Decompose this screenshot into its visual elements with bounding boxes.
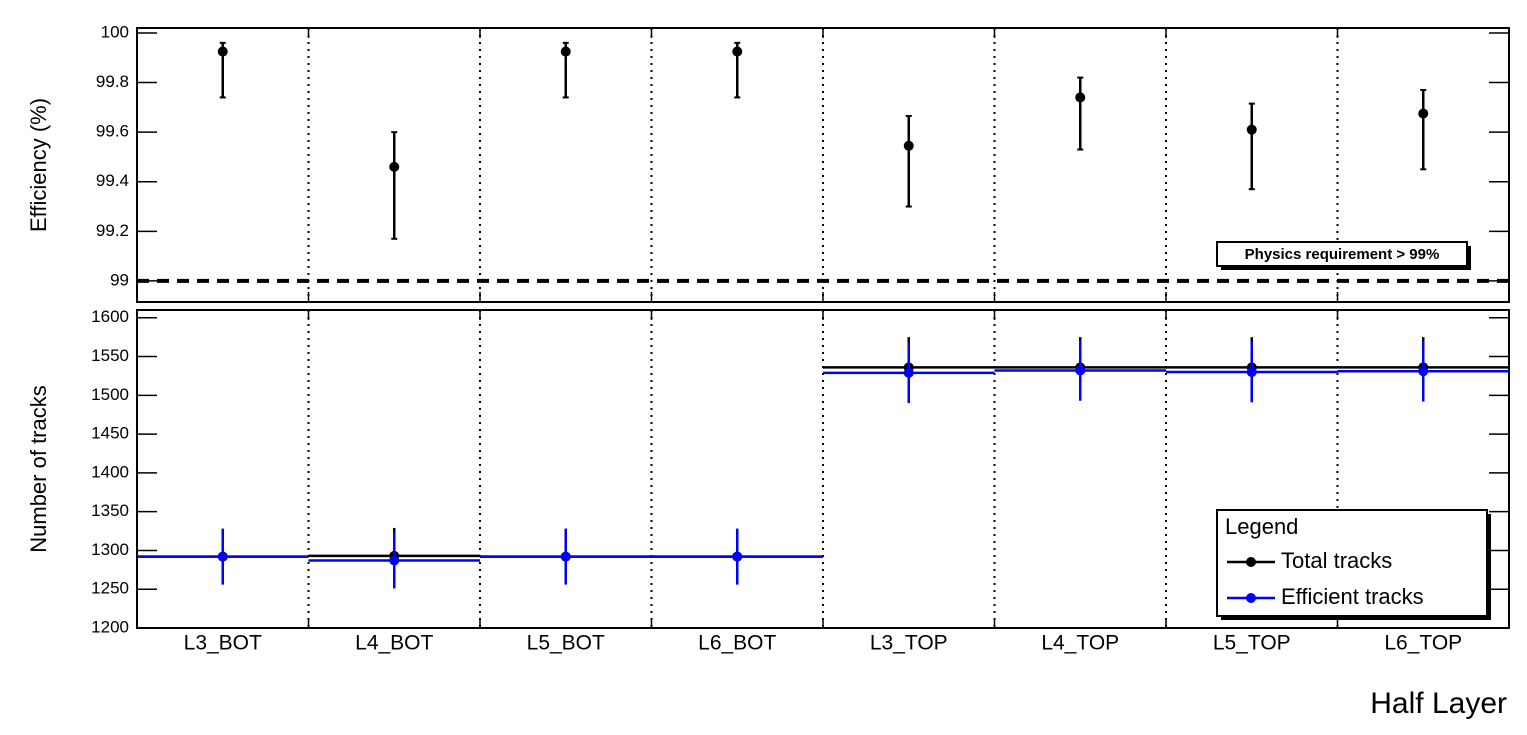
y-tick-label: 99.2 (96, 221, 129, 240)
x-tick-label: L6_TOP (1384, 632, 1462, 655)
x-tick-label: L4_TOP (1041, 632, 1119, 655)
data-point (1246, 367, 1257, 378)
data-point (1075, 365, 1086, 376)
data-point (1418, 108, 1429, 119)
legend-label: Total tracks (1281, 548, 1392, 573)
x-tick-label: L5_TOP (1213, 632, 1291, 655)
data-point (903, 140, 914, 151)
y-tick-label: 1550 (91, 346, 129, 365)
x-axis-label: Half Layer (1370, 687, 1507, 720)
annotation-box (1216, 241, 1468, 267)
y-tick-label: 1200 (91, 617, 129, 636)
y-axis-label: Number of tracks (26, 385, 51, 553)
annotation: Physics requirement > 99% (1245, 246, 1440, 263)
y-tick-label: 1250 (91, 579, 129, 598)
y-tick-label: 1350 (91, 501, 129, 520)
y-axis-label: Efficiency (%) (26, 98, 51, 232)
data-point (560, 551, 571, 562)
y-tick-label: 1300 (91, 540, 129, 559)
y-tick-label: 99 (110, 270, 129, 289)
x-tick-label: L3_BOT (184, 632, 262, 655)
data-point (389, 555, 400, 566)
data-point (903, 367, 914, 378)
y-tick-label: 1450 (91, 424, 129, 443)
x-tick-label: L3_TOP (870, 632, 948, 655)
x-tick-label: L5_BOT (527, 632, 605, 655)
data-point (389, 161, 400, 172)
x-tick-label: L4_BOT (355, 632, 433, 655)
y-tick-label: 1500 (91, 385, 129, 404)
data-point (1075, 92, 1086, 103)
y-tick-label: 100 (101, 22, 129, 41)
data-point (1246, 124, 1257, 135)
y-tick-label: 99.8 (96, 72, 129, 91)
data-point (560, 46, 571, 57)
data-point (732, 551, 743, 562)
x-tick-label: L6_BOT (698, 632, 776, 655)
data-point (217, 46, 228, 57)
data-point (1418, 366, 1429, 377)
y-tick-label: 1600 (91, 307, 129, 326)
y-tick-label: 99.4 (96, 171, 129, 190)
y-tick-label: 1400 (91, 462, 129, 481)
data-point (217, 551, 228, 562)
legend-marker (1246, 557, 1256, 567)
data-point (732, 46, 743, 57)
y-tick-label: 99.6 (96, 122, 129, 141)
legend-marker (1246, 593, 1256, 603)
legend-title: Legend (1225, 514, 1298, 539)
legend-label: Efficient tracks (1281, 584, 1424, 609)
